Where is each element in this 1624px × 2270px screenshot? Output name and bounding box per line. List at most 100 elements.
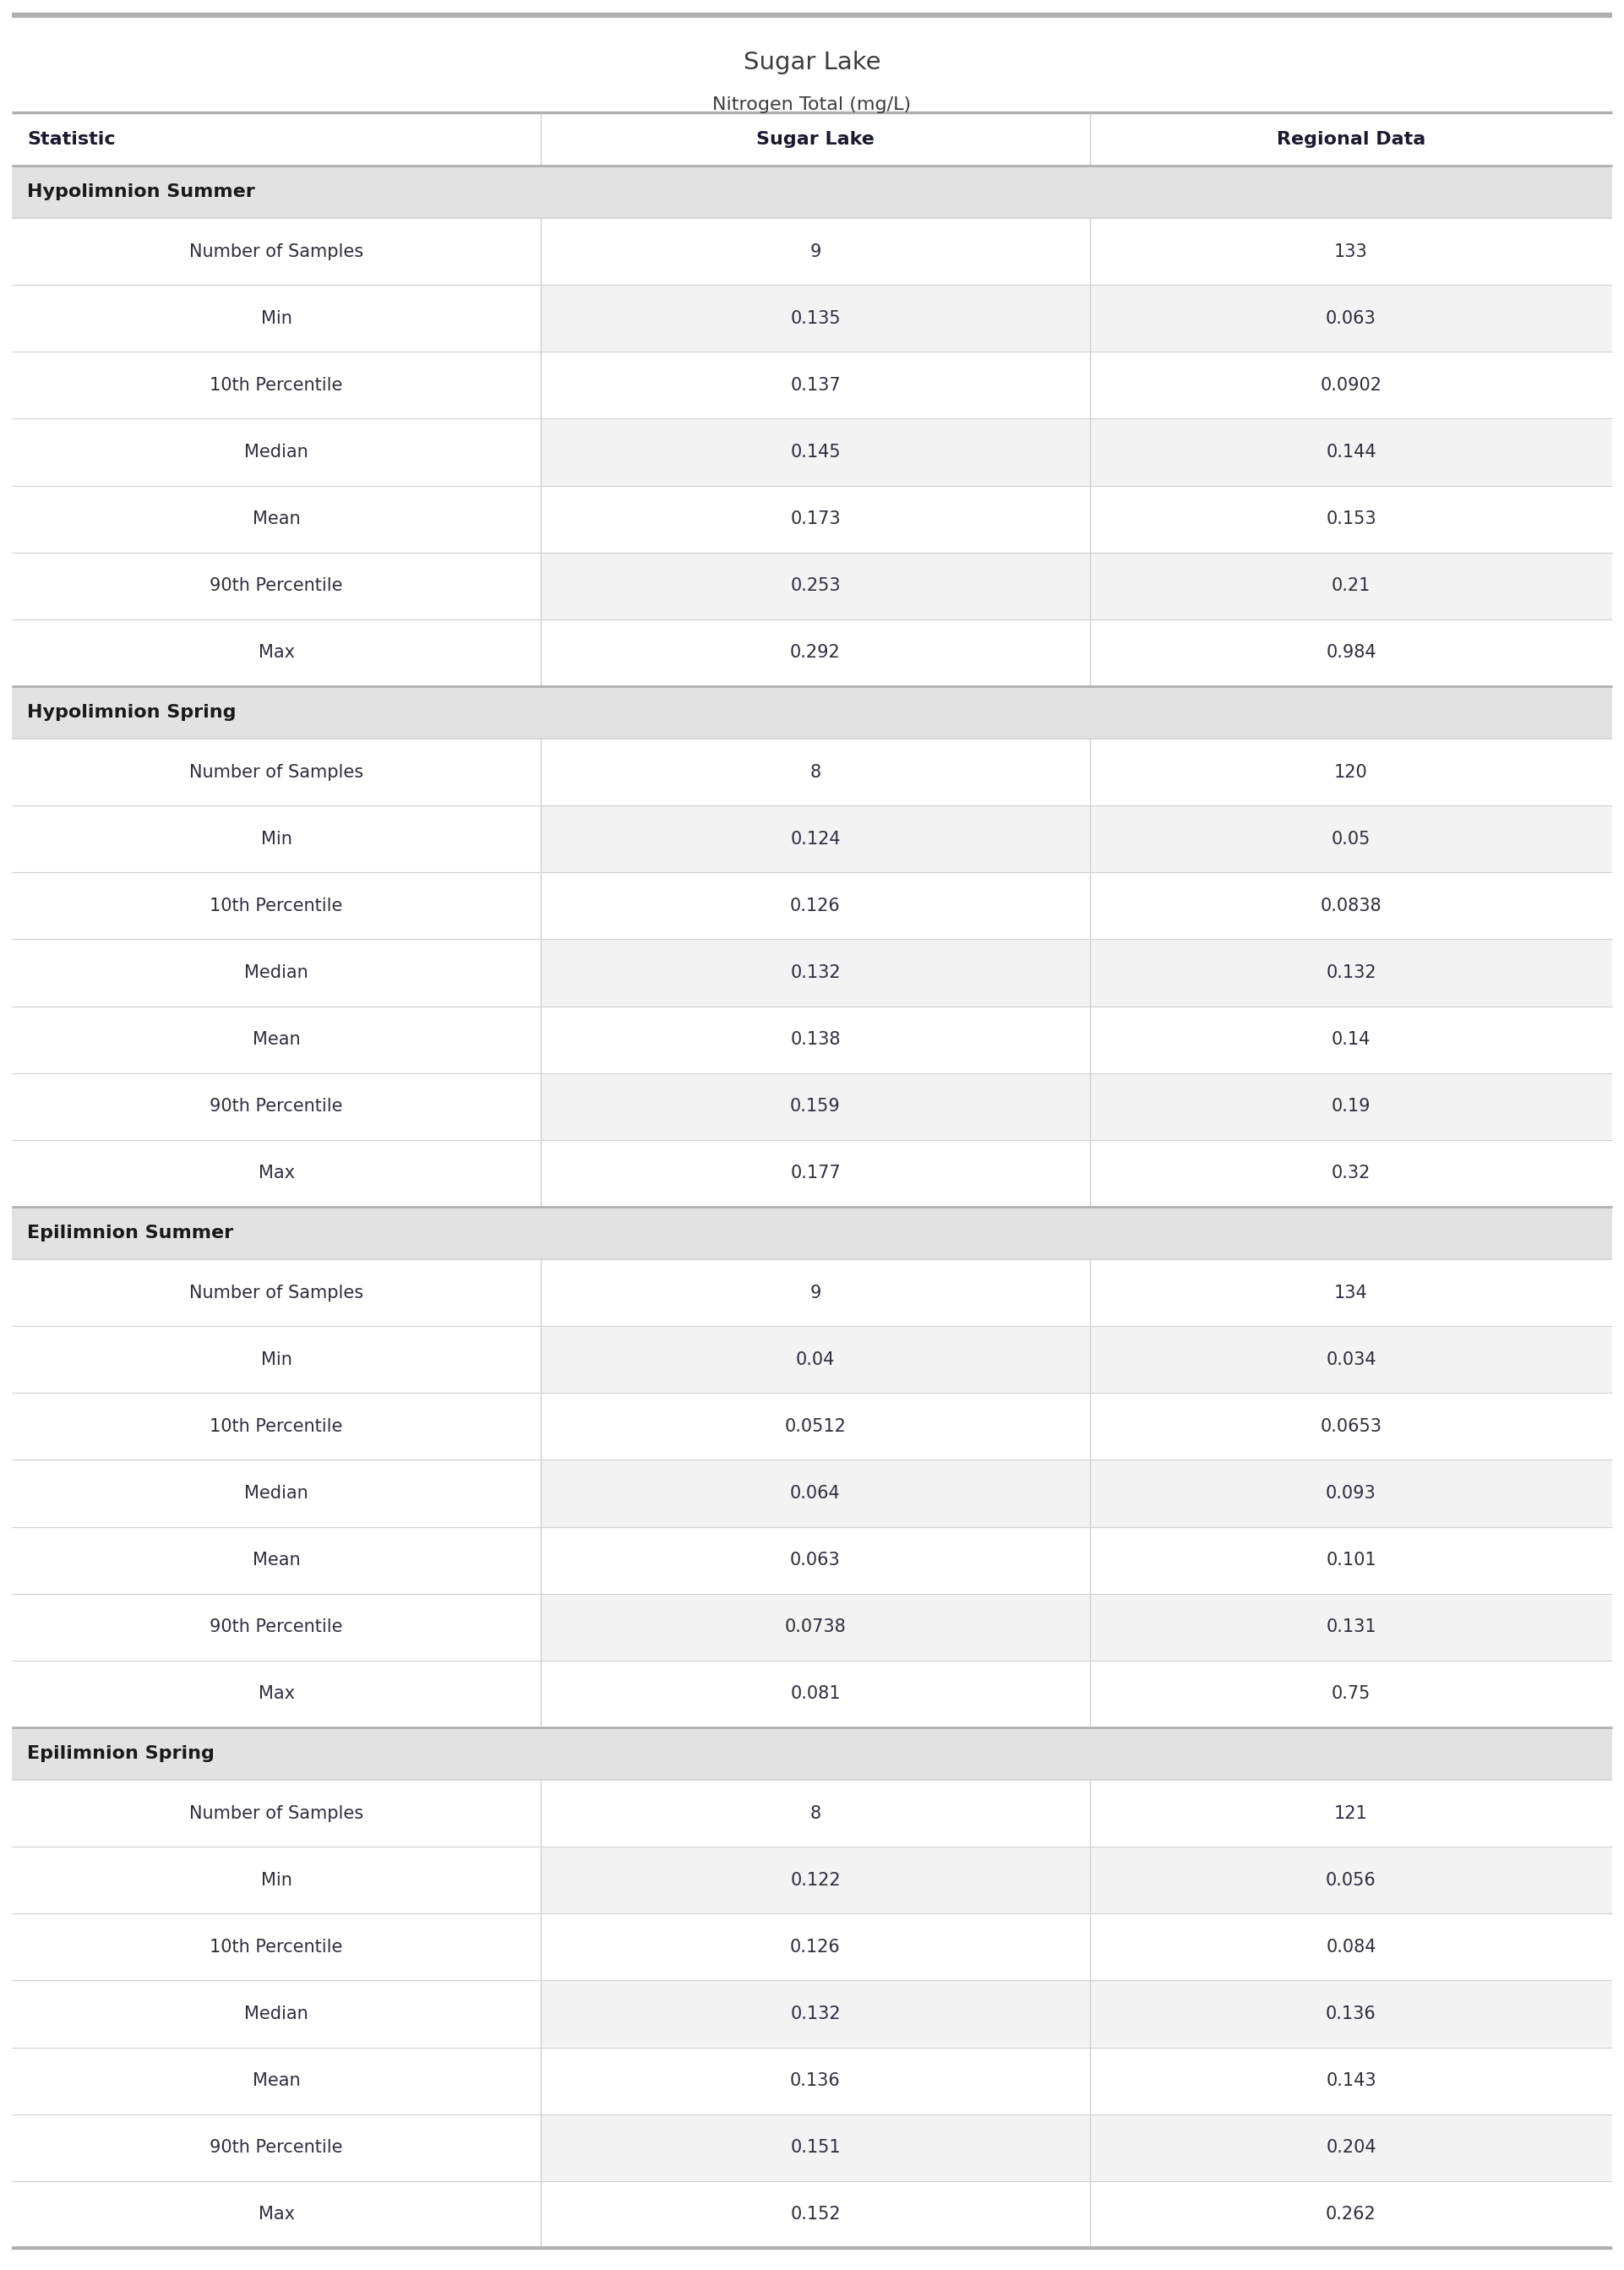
Text: Median: Median	[244, 965, 309, 981]
Text: 0.126: 0.126	[791, 1939, 841, 1954]
Bar	[541, 1848, 1613, 1914]
Text: 10th Percentile: 10th Percentile	[209, 1939, 343, 1954]
Bar	[11, 218, 541, 286]
Text: 0.0653: 0.0653	[1320, 1419, 1382, 1435]
Text: 90th Percentile: 90th Percentile	[209, 1099, 343, 1115]
Text: 0.063: 0.063	[791, 1553, 841, 1569]
Text: 0.136: 0.136	[791, 2073, 841, 2088]
Bar	[11, 2113, 541, 2181]
Text: 0.122: 0.122	[791, 1873, 841, 1889]
Bar	[11, 1594, 541, 1662]
Text: 0.124: 0.124	[791, 831, 841, 847]
Text: 0.32: 0.32	[1332, 1165, 1371, 1183]
Text: 0.0902: 0.0902	[1320, 377, 1382, 393]
Bar	[541, 872, 1613, 940]
Bar	[11, 738, 541, 806]
Bar	[541, 940, 1613, 1006]
Bar	[11, 1326, 541, 1394]
Bar	[11, 114, 1613, 166]
Text: 0.04: 0.04	[796, 1351, 835, 1369]
Text: 0.081: 0.081	[791, 1687, 841, 1702]
Text: 0.151: 0.151	[791, 2138, 841, 2156]
Text: 0.056: 0.056	[1325, 1873, 1376, 1889]
Bar	[541, 2181, 1613, 2247]
Bar	[11, 1006, 541, 1074]
Text: Statistic: Statistic	[28, 132, 115, 148]
Text: 0.126: 0.126	[791, 897, 841, 915]
Text: 8: 8	[810, 763, 820, 781]
Text: Max: Max	[258, 1687, 294, 1702]
Text: Sugar Lake: Sugar Lake	[744, 50, 880, 75]
Text: 0.063: 0.063	[1325, 311, 1376, 327]
Text: 0.132: 0.132	[1325, 965, 1376, 981]
Text: Median: Median	[244, 2004, 309, 2023]
Bar	[11, 486, 541, 552]
Text: 8: 8	[810, 1805, 820, 1823]
Text: Number of Samples: Number of Samples	[190, 1805, 364, 1823]
Bar	[11, 1460, 541, 1528]
Text: 10th Percentile: 10th Percentile	[209, 897, 343, 915]
Text: 0.173: 0.173	[791, 511, 841, 527]
Text: Regional Data: Regional Data	[1276, 132, 1426, 148]
Bar	[541, 2048, 1613, 2113]
Text: 0.084: 0.084	[1325, 1939, 1376, 1954]
Text: Min: Min	[261, 311, 292, 327]
Text: 0.138: 0.138	[791, 1031, 841, 1049]
Text: Min: Min	[261, 1351, 292, 1369]
Text: 0.292: 0.292	[791, 645, 841, 661]
Text: Number of Samples: Number of Samples	[190, 1285, 364, 1301]
Bar	[541, 1326, 1613, 1394]
Text: Max: Max	[258, 1165, 294, 1183]
Bar	[541, 806, 1613, 872]
Text: 0.14: 0.14	[1332, 1031, 1371, 1049]
Text: Hypolimnion Summer: Hypolimnion Summer	[28, 184, 255, 200]
Text: 0.132: 0.132	[791, 965, 841, 981]
Bar	[541, 486, 1613, 552]
Text: Mean: Mean	[252, 1553, 300, 1569]
Text: Epilimnion Summer: Epilimnion Summer	[28, 1224, 234, 1242]
Bar	[541, 1394, 1613, 1460]
Text: Mean: Mean	[252, 2073, 300, 2088]
Bar	[11, 1848, 541, 1914]
Bar	[541, 1140, 1613, 1208]
Bar	[541, 1528, 1613, 1594]
Text: Min: Min	[261, 1873, 292, 1889]
Text: 0.177: 0.177	[791, 1165, 841, 1183]
Text: 0.136: 0.136	[1325, 2004, 1376, 2023]
Bar	[541, 1074, 1613, 1140]
Bar	[11, 620, 541, 686]
Text: Median: Median	[244, 1485, 309, 1503]
Text: Hypolimnion Spring: Hypolimnion Spring	[28, 704, 235, 722]
Text: 0.253: 0.253	[791, 577, 841, 595]
Text: Epilimnion Spring: Epilimnion Spring	[28, 1746, 214, 1762]
Text: 0.137: 0.137	[791, 377, 841, 393]
Text: Nitrogen Total (mg/L): Nitrogen Total (mg/L)	[713, 95, 911, 114]
Text: 0.093: 0.093	[1325, 1485, 1376, 1503]
Bar	[11, 552, 541, 620]
Text: 90th Percentile: 90th Percentile	[209, 2138, 343, 2156]
Bar	[11, 806, 541, 872]
Bar	[11, 1394, 541, 1460]
Text: Max: Max	[258, 645, 294, 661]
Bar	[11, 418, 541, 486]
Text: Number of Samples: Number of Samples	[190, 763, 364, 781]
Text: 133: 133	[1335, 243, 1367, 261]
Text: Median: Median	[244, 443, 309, 461]
Bar	[541, 738, 1613, 806]
Bar	[541, 552, 1613, 620]
Text: 0.0838: 0.0838	[1320, 897, 1382, 915]
Text: 0.0738: 0.0738	[784, 1619, 846, 1637]
Text: 0.145: 0.145	[791, 443, 841, 461]
Bar	[541, 1460, 1613, 1528]
Text: 0.152: 0.152	[791, 2206, 841, 2222]
Bar	[541, 1006, 1613, 1074]
Text: 0.034: 0.034	[1325, 1351, 1376, 1369]
Bar	[541, 418, 1613, 486]
Text: 120: 120	[1335, 763, 1367, 781]
Bar	[11, 1208, 1613, 1260]
Bar	[11, 2181, 541, 2247]
Text: 0.131: 0.131	[1325, 1619, 1376, 1637]
Bar	[11, 352, 541, 418]
Bar	[11, 940, 541, 1006]
Bar	[11, 1528, 541, 1594]
